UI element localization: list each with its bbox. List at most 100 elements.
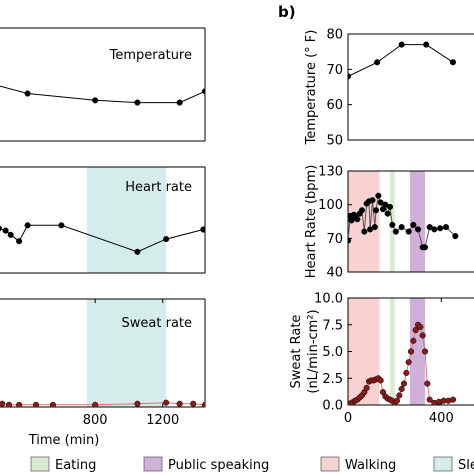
b-sweat-rate-series-group: [348, 321, 457, 405]
b-heart-rate-point: [361, 228, 368, 235]
b-temperature-point: [348, 73, 352, 80]
a-sweat-rate-point: [32, 401, 40, 407]
a-temperature-series-group: [0, 85, 205, 106]
b-sweat-rate-point: [363, 384, 370, 391]
b-sweat-rate-ytick-label: 5.0: [322, 345, 343, 360]
legend-swatch-walking: [320, 456, 340, 472]
a-sweat-rate-xtick-label: 800: [83, 413, 108, 428]
b-heart-rate-point: [431, 226, 438, 233]
a-heart-rate-series-group: [0, 222, 205, 255]
b-heart-rate-point: [392, 228, 399, 235]
b-heart-rate-point: [405, 228, 412, 235]
a-heart-rate-point: [16, 238, 23, 245]
b-sweat-rate-point: [410, 337, 417, 344]
a-heart-rate-band-sleeping: [86, 167, 167, 273]
a-heart-rate-bands: [86, 167, 167, 273]
b-heart-rate-point: [389, 221, 396, 228]
legend-label: Eating: [55, 458, 96, 473]
a-sweat-rate-frame: [0, 298, 206, 408]
b-sweat-rate-point: [426, 396, 433, 403]
b-sweat-rate-point: [424, 380, 431, 387]
b-heart-rate-point: [372, 207, 380, 214]
a-sweat-rate-point: [190, 400, 197, 407]
b-heart-rate-point: [437, 225, 444, 232]
a-sweat-rate-point: [176, 400, 183, 407]
a-sweat-rate-point: [16, 401, 23, 407]
a-temperature-point: [201, 88, 205, 95]
a-heart-rate-point: [0, 225, 2, 232]
b-heart-rate-point: [410, 221, 417, 228]
a-sweat-rate-series-group: [0, 399, 205, 407]
legend-swatch-eating: [30, 456, 50, 472]
b-sweat-rate-ytick-label: 10.0: [314, 292, 343, 307]
b-temperature-point: [449, 59, 457, 66]
b-temperature-series-group: [348, 41, 457, 80]
a-heart-rate-point: [134, 248, 141, 255]
b-sweat-rate-ylabel-line-1: (nL/min-cm²): [306, 309, 321, 393]
a-sweat-rate-title: Sweat rate: [122, 316, 192, 331]
tick-layer: 800 1200 Time (min) 50 60 70 80 Temperature (° …: [28, 28, 454, 449]
band-layer: [86, 167, 425, 407]
b-sweat-rate-band-eating: [390, 298, 395, 405]
b-heart-rate-point: [348, 237, 352, 244]
legend-swatch-sleeping: [433, 456, 453, 472]
a-heart-rate-point: [24, 222, 31, 229]
a-temperature-point: [24, 90, 31, 97]
a-heart-rate-point: [163, 236, 170, 243]
a-sweat-rate-bands: [86, 299, 167, 407]
b-sweat-rate-point: [400, 380, 408, 387]
b-heart-rate-ytick-label: 70: [326, 232, 343, 247]
b-sweat-rate-point: [398, 385, 405, 393]
b-heart-rate-bands: [348, 171, 425, 272]
legend-label: Walking: [345, 458, 396, 473]
b-temperature-ytick-label: 50: [326, 134, 343, 149]
a-heart-rate-title: Heart rate: [125, 180, 192, 195]
b-temperature-point: [423, 41, 430, 48]
a-temperature-series-line: [0, 85, 205, 104]
data-layer: [0, 41, 459, 407]
b-heart-rate-point: [354, 216, 361, 223]
b-temperature-ytick-label: 60: [326, 98, 343, 113]
a-sweat-rate-band-sleeping: [86, 299, 167, 407]
b-sweat-rate-point: [407, 348, 415, 355]
b-heart-rate-point: [442, 224, 450, 231]
b-heart-rate-point: [358, 207, 366, 214]
b-sweat-rate-point: [393, 397, 401, 404]
b-sweat-rate-point: [405, 359, 412, 366]
legend-label: Public speaking: [168, 458, 269, 473]
panel-b-letter: b): [278, 3, 296, 21]
b-sweat-rate-xtick-label: 0: [344, 411, 352, 426]
b-temperature-frame: [347, 33, 474, 141]
b-sweat-rate-point: [421, 348, 429, 355]
b-temperature-ytick-label: 70: [326, 63, 343, 78]
a-heart-rate-point: [58, 222, 65, 229]
a-heart-rate-point: [200, 226, 205, 233]
a-temperature-point: [176, 99, 183, 106]
a-heart-rate-series-line: [0, 224, 204, 253]
b-heart-rate-point: [348, 217, 355, 224]
legend-swatch-public_speaking: [143, 456, 163, 472]
a-sweat-rate-point: [5, 401, 13, 407]
a-sweat-rate-point: [49, 401, 56, 407]
a-heart-rate-frame: [0, 166, 206, 274]
a-sweat-rate-xlabel: Time (min): [28, 433, 100, 448]
b-heart-rate-point: [375, 192, 382, 199]
b-temperature-point: [374, 59, 381, 66]
b-sweat-rate-point: [419, 332, 426, 339]
b-sweat-rate-point: [403, 369, 410, 376]
b-heart-rate-ytick-label: 100: [318, 198, 343, 213]
a-sweat-rate-point: [134, 400, 141, 407]
b-sweat-rate-ytick-label: 7.5: [322, 318, 343, 333]
b-heart-rate-series-group: [348, 192, 459, 251]
b-heart-rate-point: [384, 210, 391, 217]
b-heart-rate-ylabel: Heart Rate (bpm): [304, 165, 319, 279]
b-temperature-ytick-label: 80: [326, 28, 343, 43]
b-sweat-rate-ytick-label: 2.5: [322, 372, 343, 387]
a-temperature-point: [134, 99, 141, 106]
b-heart-rate-point: [369, 197, 376, 204]
b-heart-rate-point: [414, 226, 422, 233]
b-sweat-rate-point: [377, 377, 384, 384]
b-heart-rate-point: [386, 203, 394, 210]
b-temperature-ylabel: Temperature (° F): [304, 30, 319, 146]
